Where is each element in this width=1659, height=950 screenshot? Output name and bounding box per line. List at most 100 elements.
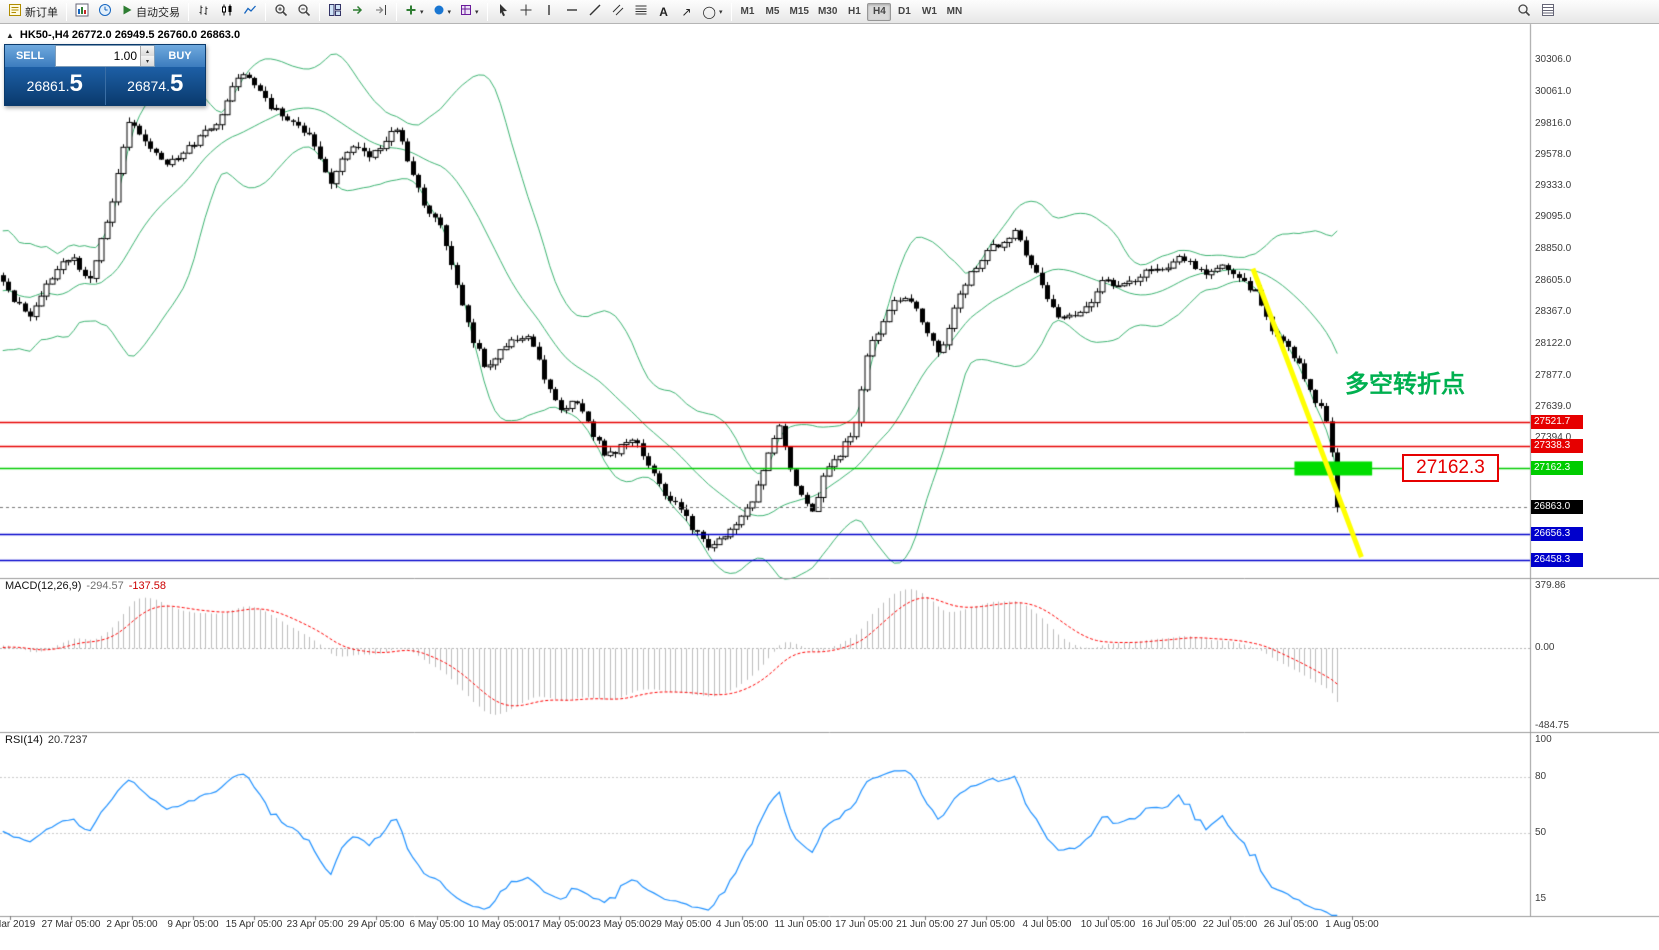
profiles-dropdown[interactable]: ▾ [429, 2, 456, 22]
line-chart-type-button[interactable] [239, 2, 261, 22]
time-axis-label: 11 Jun 05:00 [774, 919, 832, 930]
templates-dropdown[interactable]: ▾ [456, 2, 483, 22]
volume-increase-button[interactable]: ▴ [140, 46, 154, 56]
price-level-tag[interactable]: 27521.7 [1531, 414, 1583, 429]
time-axis-label: 29 Apr 05:00 [347, 919, 405, 930]
text-tool-icon: A [659, 4, 668, 19]
market-watch-icon [98, 3, 112, 20]
market-watch-button[interactable] [94, 2, 116, 22]
trendline-tool-button[interactable] [584, 2, 606, 22]
time-axis-label: 17 May 05:00 [528, 919, 590, 930]
arrows-tool-button[interactable]: ↗ [676, 2, 698, 22]
trendline-icon [588, 3, 602, 20]
main-toolbar: 新订单 自动交易 ▾ ▾ ▾ A ↗ ◯ ▾ M1 M5 M15 M30 H1 H4 D1 W1… [0, 0, 1659, 24]
volume-decrease-button[interactable]: ▾ [140, 56, 154, 66]
zoom-in-button[interactable] [270, 2, 292, 22]
chart-ohlc-header: ▲ HK50-,H4 26772.0 26949.5 26760.0 26863… [6, 29, 240, 41]
data-window-button[interactable] [1537, 2, 1559, 22]
toolbar-separator [188, 2, 189, 21]
crosshair-tool-button[interactable] [515, 2, 537, 22]
charts-window-button[interactable] [71, 2, 93, 22]
new-chart-icon [405, 4, 417, 19]
chart-annotation-text: 多空转折点 [1345, 371, 1465, 398]
new-order-label: 新订单 [25, 6, 58, 19]
horizontal-line-tool-button[interactable] [561, 2, 583, 22]
time-axis-label: 1 Aug 05:00 [1325, 919, 1379, 930]
price-axis-label: 27394.0 [1535, 432, 1571, 443]
timeframe-m1-button[interactable]: M1 [736, 3, 760, 21]
time-axis-label: 27 Mar 05:00 [41, 919, 101, 930]
sell-price-int: 26861. [26, 78, 70, 94]
macd-axis-label: 0.00 [1535, 641, 1555, 653]
price-level-tag[interactable]: 27162.3 [1531, 461, 1583, 476]
price-axis-label: 30061.0 [1535, 85, 1572, 97]
rsi-axis-label: 50 [1535, 827, 1547, 839]
zoom-in-icon [274, 3, 288, 20]
channel-tool-button[interactable] [607, 2, 629, 22]
search-button[interactable] [1513, 2, 1535, 22]
price-axis-label: 28367.0 [1535, 305, 1572, 317]
price-axis-label: 27639.0 [1535, 400, 1572, 412]
timeframe-d1-button[interactable]: D1 [892, 3, 916, 21]
timeframe-h4-button[interactable]: H4 [867, 2, 892, 21]
fibonacci-tool-button[interactable] [630, 2, 652, 22]
sell-price-button[interactable]: 26861. 5 [5, 67, 105, 105]
price-axis-label: 28122.0 [1535, 337, 1572, 349]
tile-windows-icon [328, 3, 342, 20]
time-axis-label: 4 Jun 05:00 [715, 919, 769, 930]
time-axis-label: 17 Jun 05:00 [835, 919, 893, 930]
buy-price-button[interactable]: 26874. 5 [106, 67, 206, 105]
timeframe-m30-button[interactable]: M30 [814, 3, 841, 21]
time-axis-label: 26 Jul 05:00 [1263, 919, 1319, 930]
new-chart-dropdown[interactable]: ▾ [401, 2, 428, 22]
price-level-tag[interactable]: 27338.3 [1531, 438, 1583, 453]
toolbar-separator [319, 2, 320, 21]
price-level-tag[interactable]: 26458.3 [1531, 552, 1583, 567]
volume-field: ▴ ▾ [55, 45, 155, 67]
candlestick-chart-type-button[interactable] [216, 2, 238, 22]
toolbar-separator [486, 2, 488, 21]
toolbar-separator [66, 2, 67, 21]
horizontal-line-icon [565, 3, 579, 20]
chevron-down-icon: ▾ [420, 8, 424, 16]
auto-scroll-icon [351, 3, 365, 20]
chevron-down-icon: ▾ [718, 8, 723, 16]
new-order-button[interactable]: 新订单 [4, 2, 62, 22]
tile-windows-button[interactable] [324, 2, 346, 22]
sell-button[interactable]: SELL [5, 45, 55, 67]
profiles-icon [433, 4, 445, 19]
bar-chart-type-button[interactable] [193, 2, 215, 22]
vertical-line-tool-button[interactable] [538, 2, 560, 22]
cursor-tool-button[interactable] [492, 2, 514, 22]
time-axis-label: 16 Jul 05:00 [1141, 919, 1197, 930]
macd-signal-value: -137.58 [128, 580, 167, 592]
timeframe-mn-button[interactable]: MN [942, 3, 966, 21]
chart-shift-icon [374, 3, 388, 20]
bar-chart-type-icon [197, 3, 211, 20]
text-tool-button[interactable]: A [653, 2, 675, 22]
chart-shift-button[interactable] [370, 2, 392, 22]
rsi-indicator-label: RSI(14) 20.7237 [5, 734, 88, 746]
crosshair-icon [519, 3, 533, 20]
timeframe-w1-button[interactable]: W1 [917, 3, 941, 21]
timeframe-h1-button[interactable]: H1 [842, 3, 866, 21]
price-axis-label: 27877.0 [1535, 369, 1572, 381]
shapes-tool-button[interactable]: ◯ ▾ [699, 2, 727, 22]
timeframe-m15-button[interactable]: M15 [786, 3, 813, 21]
trade-panel-collapse-icon[interactable]: ▲ [6, 30, 14, 40]
zoom-out-button[interactable] [293, 2, 315, 22]
volume-input[interactable] [56, 46, 140, 66]
buy-button[interactable]: BUY [155, 45, 205, 67]
autotrading-button[interactable]: 自动交易 [117, 2, 184, 22]
time-axis-label: 10 Jul 05:00 [1080, 919, 1136, 930]
candlestick-chart-type-icon [220, 3, 234, 20]
buy-price-int: 26874. [127, 78, 170, 94]
timeframe-m5-button[interactable]: M5 [761, 3, 785, 21]
autotrading-label: 自动交易 [136, 6, 180, 19]
price-level-tag[interactable]: 26656.3 [1531, 527, 1583, 542]
shapes-tool-icon: ◯ [702, 4, 716, 19]
auto-scroll-button[interactable] [347, 2, 369, 22]
rsi-axis-label: 100 [1535, 734, 1552, 745]
price-level-tag[interactable]: 26863.0 [1531, 500, 1583, 515]
